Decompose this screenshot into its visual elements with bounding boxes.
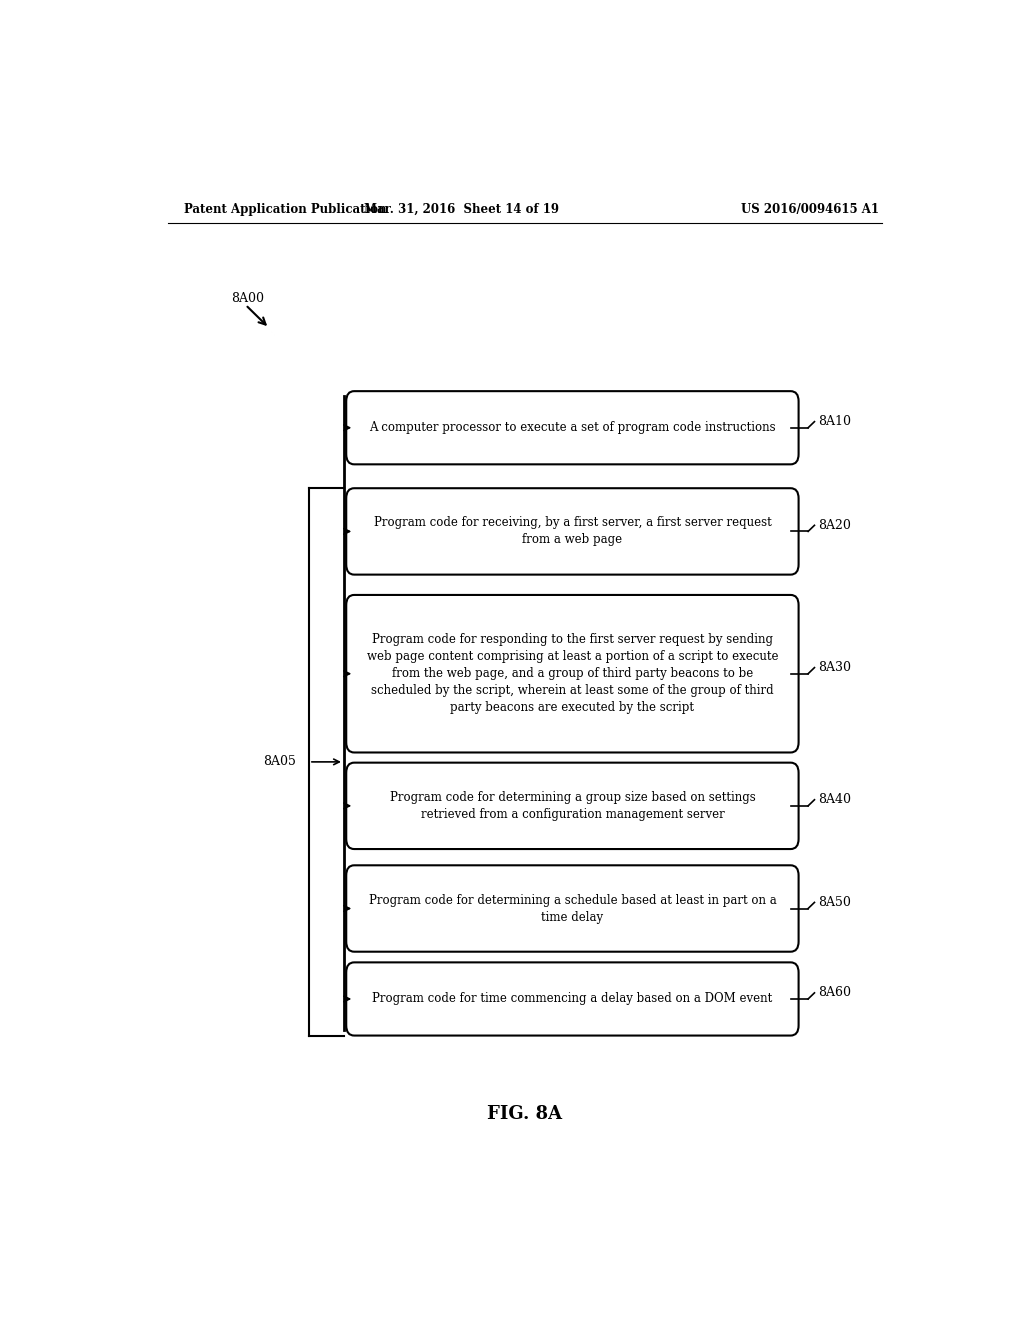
- Text: Mar. 31, 2016  Sheet 14 of 19: Mar. 31, 2016 Sheet 14 of 19: [364, 203, 559, 215]
- FancyBboxPatch shape: [346, 866, 799, 952]
- Text: 8A00: 8A00: [231, 292, 264, 305]
- FancyBboxPatch shape: [346, 962, 799, 1036]
- FancyBboxPatch shape: [346, 763, 799, 849]
- Text: US 2016/0094615 A1: US 2016/0094615 A1: [741, 203, 880, 215]
- Text: Program code for responding to the first server request by sending
web page cont: Program code for responding to the first…: [367, 634, 778, 714]
- Text: 8A30: 8A30: [817, 661, 851, 675]
- FancyBboxPatch shape: [346, 488, 799, 574]
- Text: 8A10: 8A10: [817, 416, 851, 428]
- Text: FIG. 8A: FIG. 8A: [487, 1105, 562, 1123]
- FancyBboxPatch shape: [346, 595, 799, 752]
- Text: Patent Application Publication: Patent Application Publication: [183, 203, 386, 215]
- Text: 8A20: 8A20: [817, 519, 851, 532]
- Text: A computer processor to execute a set of program code instructions: A computer processor to execute a set of…: [369, 421, 776, 434]
- Text: Program code for determining a schedule based at least in part on a
time delay: Program code for determining a schedule …: [369, 894, 776, 924]
- Text: 8A05: 8A05: [263, 755, 296, 768]
- Text: Program code for receiving, by a first server, a first server request
from a web: Program code for receiving, by a first s…: [374, 516, 771, 546]
- Text: 8A40: 8A40: [817, 793, 851, 807]
- Text: 8A60: 8A60: [817, 986, 851, 999]
- Text: Program code for determining a group size based on settings
retrieved from a con: Program code for determining a group siz…: [389, 791, 756, 821]
- FancyBboxPatch shape: [346, 391, 799, 465]
- Text: Program code for time commencing a delay based on a DOM event: Program code for time commencing a delay…: [373, 993, 772, 1006]
- Text: 8A50: 8A50: [817, 896, 851, 909]
